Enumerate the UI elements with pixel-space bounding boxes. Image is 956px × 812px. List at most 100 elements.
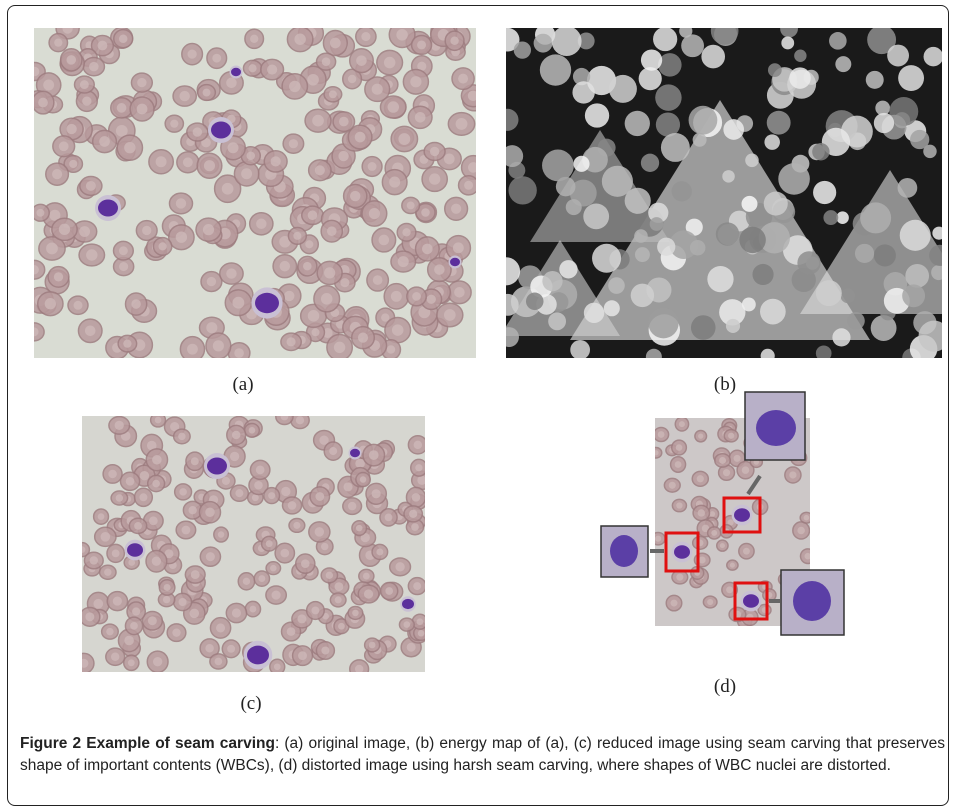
energy-blob xyxy=(902,284,925,307)
cell-center xyxy=(355,132,366,143)
cell-center xyxy=(93,599,103,609)
cell-center xyxy=(321,293,333,305)
cell-center xyxy=(43,80,54,91)
cell-center xyxy=(415,112,426,123)
cell-center xyxy=(206,552,215,561)
cell-center xyxy=(215,658,223,666)
energy-blob xyxy=(650,217,664,231)
energy-blob xyxy=(898,65,924,91)
cell-center xyxy=(112,549,120,557)
cell-center xyxy=(179,91,189,101)
cell-center xyxy=(421,208,430,217)
cell-center xyxy=(384,57,396,69)
cell-center xyxy=(360,476,366,482)
wbc-nucleus xyxy=(231,68,241,77)
cell-center xyxy=(444,309,456,321)
cell-center xyxy=(254,481,263,490)
energy-blob xyxy=(499,327,519,347)
energy-blob xyxy=(711,17,739,45)
energy-blob xyxy=(898,178,918,198)
cell-center xyxy=(287,627,296,636)
energy-blob xyxy=(929,245,950,266)
cell-center xyxy=(176,232,187,243)
energy-blob xyxy=(672,181,692,201)
cell-center xyxy=(372,84,383,95)
wbc-nucleus xyxy=(402,599,414,609)
energy-blob xyxy=(924,47,944,67)
cell-center xyxy=(119,262,128,271)
energy-blob xyxy=(767,111,791,135)
cell-center xyxy=(653,450,658,455)
cell-center xyxy=(59,141,69,151)
cell-center xyxy=(216,623,225,632)
cell-center xyxy=(85,612,94,621)
cell-center xyxy=(355,665,363,673)
energy-blob xyxy=(855,244,874,263)
energy-blob xyxy=(701,45,725,69)
cell-center xyxy=(395,562,404,571)
cell-center xyxy=(66,124,76,134)
energy-blob xyxy=(726,319,740,333)
energy-blob xyxy=(910,130,929,149)
cell-center xyxy=(124,636,134,646)
cell-center xyxy=(379,235,390,246)
cell-center xyxy=(430,147,439,156)
cell-center xyxy=(388,101,400,113)
cell-center xyxy=(188,506,196,514)
cell-center xyxy=(372,489,381,498)
cell-center xyxy=(699,556,706,563)
figure: (a) (b) (c) (d) xyxy=(0,0,956,730)
cell-center xyxy=(411,523,419,531)
wbc-nucleus xyxy=(350,449,360,458)
cell-center xyxy=(241,168,252,179)
energy-blob xyxy=(496,109,518,131)
cell-center xyxy=(348,502,356,510)
cell-center xyxy=(179,488,187,496)
cell-center xyxy=(191,570,200,579)
cell-center xyxy=(321,646,329,654)
cell-center xyxy=(468,91,478,101)
cell-center xyxy=(743,548,750,555)
cell-center xyxy=(356,55,367,66)
panel-label: (c) xyxy=(240,693,261,714)
cell-center xyxy=(104,569,111,576)
cell-center xyxy=(385,587,393,595)
cell-center xyxy=(205,508,214,517)
cell-center xyxy=(45,298,56,309)
energy-blob xyxy=(887,45,909,67)
cell-center xyxy=(207,277,216,286)
wbc-nucleus xyxy=(98,200,118,217)
cell-center xyxy=(402,228,410,236)
cell-center xyxy=(797,527,804,534)
cell-center xyxy=(307,74,319,86)
cell-center xyxy=(414,441,422,449)
cell-center xyxy=(176,198,186,208)
cell-center xyxy=(115,421,124,430)
cell-center xyxy=(203,89,211,97)
caption: Figure 2 Example of seam carving: (a) or… xyxy=(20,733,945,777)
energy-blob xyxy=(641,154,659,172)
cell-center xyxy=(676,444,683,451)
cell-center xyxy=(280,261,291,272)
cell-center xyxy=(117,103,127,113)
cell-center xyxy=(38,98,48,108)
energy-blob xyxy=(646,349,662,365)
energy-blob xyxy=(816,280,842,306)
cell-center xyxy=(427,295,436,304)
energy-blob xyxy=(509,176,537,204)
energy-blob xyxy=(583,203,609,229)
cell-center xyxy=(719,457,726,464)
cell-center xyxy=(298,651,307,660)
energy-blob xyxy=(742,297,756,311)
cell-center xyxy=(271,156,281,166)
energy-blob xyxy=(847,312,865,330)
cell-center xyxy=(409,510,417,518)
energy-blob xyxy=(608,277,625,294)
energy-blob xyxy=(497,294,519,316)
cell-center xyxy=(249,427,256,434)
energy-blob xyxy=(604,300,620,316)
cell-center xyxy=(52,169,62,179)
energy-blob xyxy=(634,229,648,243)
cell-center xyxy=(178,433,185,440)
cell-center xyxy=(308,310,320,322)
